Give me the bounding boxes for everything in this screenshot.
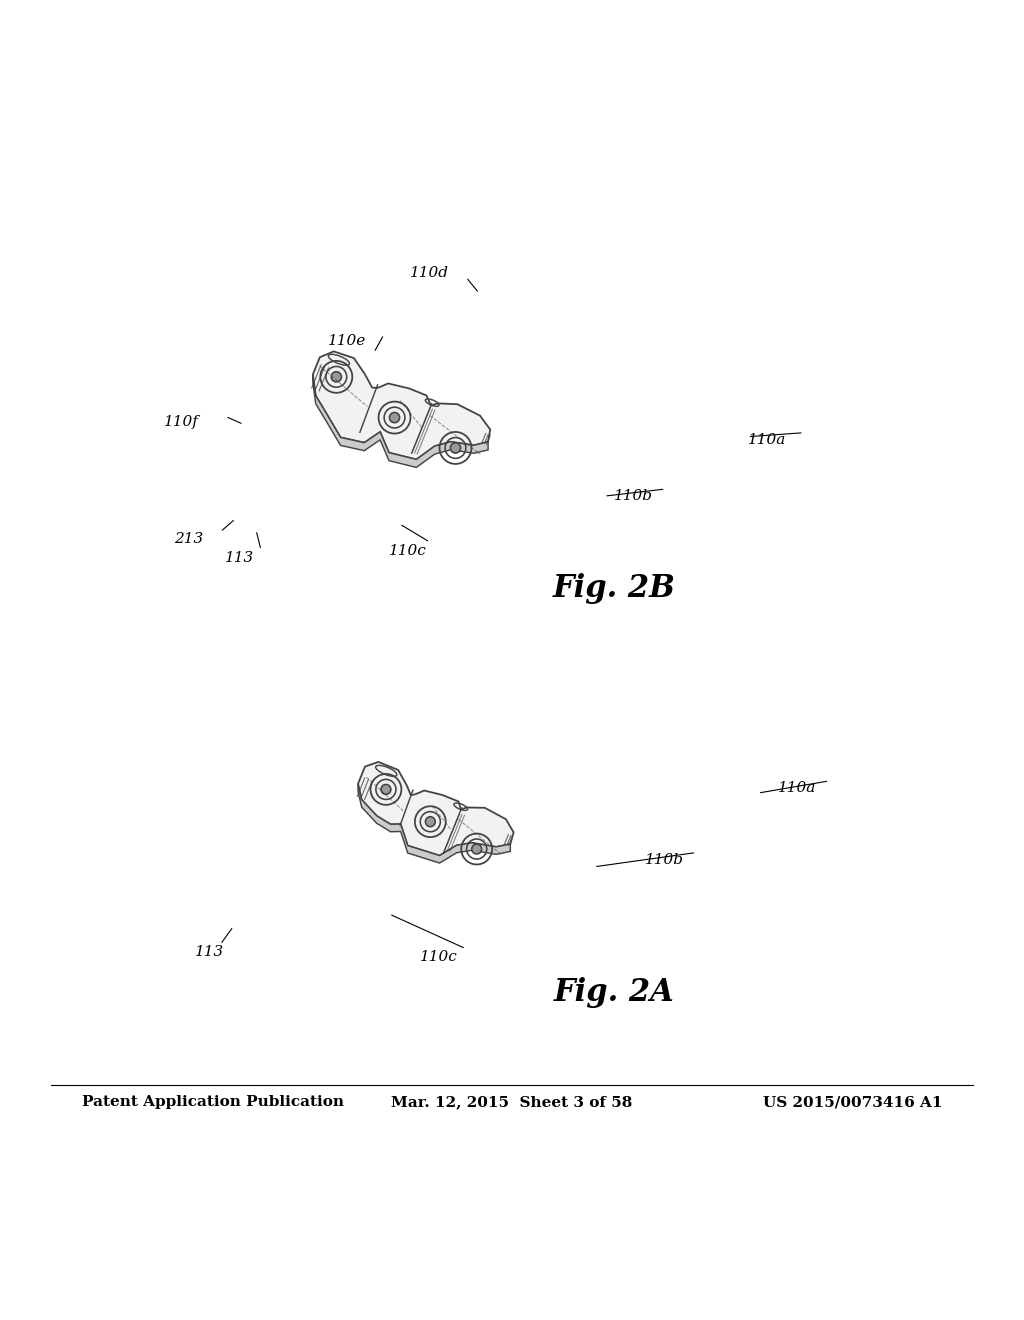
Circle shape: [381, 784, 391, 795]
Text: 110b: 110b: [614, 490, 653, 503]
Text: Fig. 2A: Fig. 2A: [554, 977, 675, 1008]
Text: 110d: 110d: [410, 265, 449, 280]
Text: 110c: 110c: [420, 950, 458, 964]
Polygon shape: [358, 784, 510, 863]
Polygon shape: [358, 762, 514, 855]
Text: 213: 213: [174, 532, 204, 546]
Text: 110b: 110b: [645, 853, 684, 867]
Circle shape: [389, 412, 399, 422]
Text: 110a: 110a: [778, 781, 816, 795]
Text: 110c: 110c: [389, 544, 427, 558]
Text: 110e: 110e: [328, 334, 366, 347]
Text: Fig. 2B: Fig. 2B: [553, 573, 676, 603]
Text: Patent Application Publication: Patent Application Publication: [82, 1096, 344, 1109]
Polygon shape: [313, 375, 488, 467]
Circle shape: [472, 843, 481, 854]
Text: US 2015/0073416 A1: US 2015/0073416 A1: [763, 1096, 942, 1109]
Circle shape: [331, 372, 341, 381]
Text: 110f: 110f: [164, 416, 199, 429]
Circle shape: [451, 442, 461, 453]
Circle shape: [425, 817, 435, 826]
Text: Mar. 12, 2015  Sheet 3 of 58: Mar. 12, 2015 Sheet 3 of 58: [391, 1096, 633, 1109]
Text: 110a: 110a: [748, 433, 785, 447]
Text: 113: 113: [195, 945, 224, 958]
Polygon shape: [313, 351, 490, 459]
Text: 113: 113: [225, 550, 255, 565]
